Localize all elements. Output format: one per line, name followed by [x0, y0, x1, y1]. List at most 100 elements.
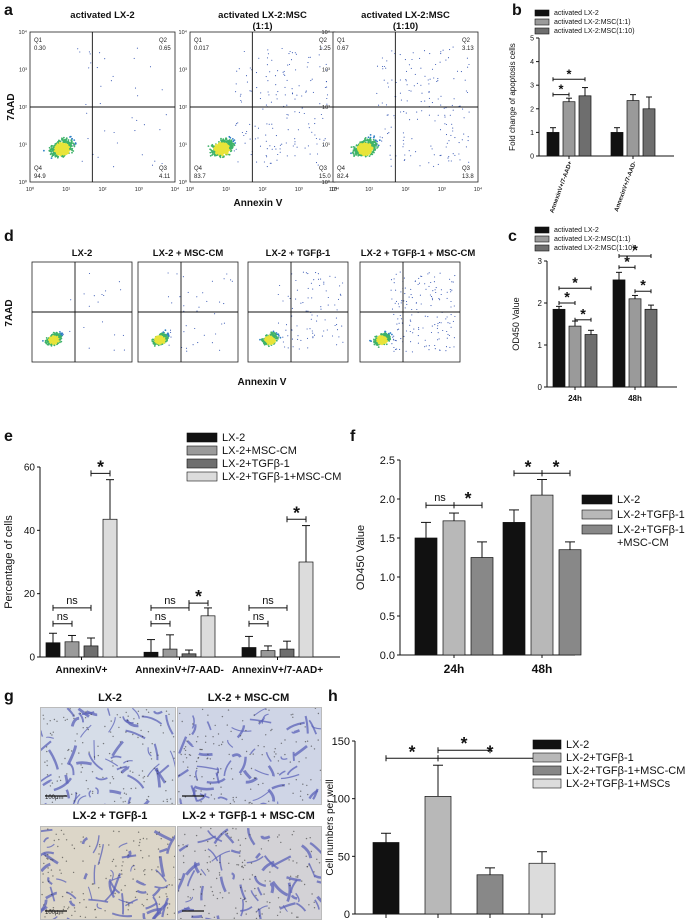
flow-event-dot [352, 149, 355, 152]
legend-label: activated LX-2:MSC(1:1) [554, 19, 631, 26]
flow-event-dot [449, 278, 451, 280]
flow-event-dot [431, 297, 433, 299]
flow-event-dot [305, 91, 307, 93]
stained-cell [147, 763, 160, 777]
flow-event-dot [381, 337, 384, 340]
membrane-pore [112, 778, 115, 780]
significance-label: * [553, 456, 560, 476]
quadrant-value-q4: 83.7 [194, 174, 206, 180]
flow-event-dot [439, 129, 442, 131]
flow-event-dot [233, 150, 235, 152]
flow-event-dot [409, 119, 411, 121]
flow-x-tick-label: 10⁰ [186, 186, 195, 193]
flow-event-dot [104, 58, 106, 60]
flow-event-dot [376, 144, 378, 146]
stained-cell [108, 717, 116, 733]
flow-event-dot [277, 322, 280, 324]
flow-event-dot [393, 282, 395, 284]
flow-event-dot [438, 338, 440, 340]
flow-event-dot [274, 75, 277, 77]
flow-event-dot [48, 146, 51, 149]
flow-event-dot [297, 338, 299, 340]
flow-event-dot [358, 152, 361, 155]
flow-event-dot [375, 143, 377, 146]
flow-event-dot [213, 153, 216, 156]
flow-event-dot [355, 144, 358, 147]
flow-event-dot [269, 340, 272, 342]
flow-event-dot [105, 290, 107, 292]
flow-event-dot [194, 327, 196, 330]
flow-event-dot [449, 114, 451, 116]
flow-event-dot [393, 335, 395, 337]
flow-event-dot [287, 114, 289, 116]
flow-event-dot [393, 115, 395, 117]
legend-label: LX-2 [617, 494, 640, 506]
flow-event-dot [267, 337, 270, 340]
flow-event-dot [440, 95, 442, 97]
flow-event-dot [73, 145, 76, 148]
panel-label-e: e [4, 428, 13, 445]
flow-event-dot [267, 53, 269, 55]
flow-event-dot [424, 339, 426, 341]
membrane-pore [168, 713, 170, 715]
flow-event-dot [411, 351, 413, 353]
flow-event-dot [445, 350, 447, 352]
flow-event-dot [57, 337, 60, 340]
flow-event-dot [297, 129, 299, 131]
stained-cell [153, 710, 163, 715]
flow-event-dot [461, 139, 463, 141]
flow-event-dot [62, 333, 64, 335]
flow-event-dot [447, 322, 449, 324]
flow-event-dot [258, 57, 260, 59]
flow-event-dot [58, 141, 61, 144]
membrane-pore [142, 715, 144, 717]
flow-event-dot [60, 335, 63, 338]
chart-panel-f: LX-2LX-2+TGFβ-1LX-2+TGFβ-1+MSC-CM0.00.51… [355, 455, 685, 676]
flow-event-dot [400, 318, 402, 320]
flow-event-dot [269, 71, 271, 73]
flow-event-dot [379, 136, 381, 138]
flow-event-dot [459, 159, 461, 161]
flow-event-dot [392, 338, 394, 340]
flow-event-dot [445, 146, 447, 148]
flow-event-dot [61, 151, 63, 154]
flow-event-dot [233, 143, 235, 146]
stained-cell [143, 799, 150, 804]
flow-event-dot [406, 100, 408, 102]
flow-event-dot [449, 49, 451, 51]
flow-event-dot [446, 291, 448, 293]
flow-event-dot [250, 154, 252, 156]
flow-event-dot [399, 54, 401, 56]
flow-event-dot [450, 134, 452, 136]
flow-event-dot [61, 332, 64, 335]
flow-event-dot [436, 327, 438, 329]
flow-event-dot [264, 336, 267, 339]
flow-event-dot [229, 140, 232, 143]
flow-event-dot [393, 350, 395, 352]
flow-event-dot [259, 98, 261, 100]
flow-event-dot [384, 334, 387, 337]
flow-event-dot [465, 146, 467, 148]
flow-event-dot [376, 65, 379, 67]
flow-event-dot [69, 136, 71, 138]
flow-event-dot [450, 300, 452, 303]
flow-event-dot [246, 130, 248, 133]
membrane-pore [67, 749, 69, 752]
flow-event-dot [396, 323, 398, 325]
flow-event-dot [196, 310, 198, 312]
membrane-pore [75, 792, 78, 795]
membrane-pore [56, 780, 58, 782]
legend-label: +MSC-CM [617, 537, 669, 549]
flow-event-dot [372, 136, 375, 139]
flow-event-dot [264, 339, 266, 342]
flow-event-dot [364, 139, 367, 142]
flow-plot-title: LX-2 + MSC-CM [153, 248, 224, 259]
flow-event-dot [157, 337, 160, 339]
flow-event-dot [325, 69, 327, 71]
flow-event-dot [379, 335, 382, 337]
flow-event-dot [339, 285, 341, 287]
membrane-pore [84, 717, 87, 719]
membrane-pore [91, 771, 94, 773]
flow-event-dot [283, 70, 285, 72]
flow-event-dot [403, 300, 405, 302]
